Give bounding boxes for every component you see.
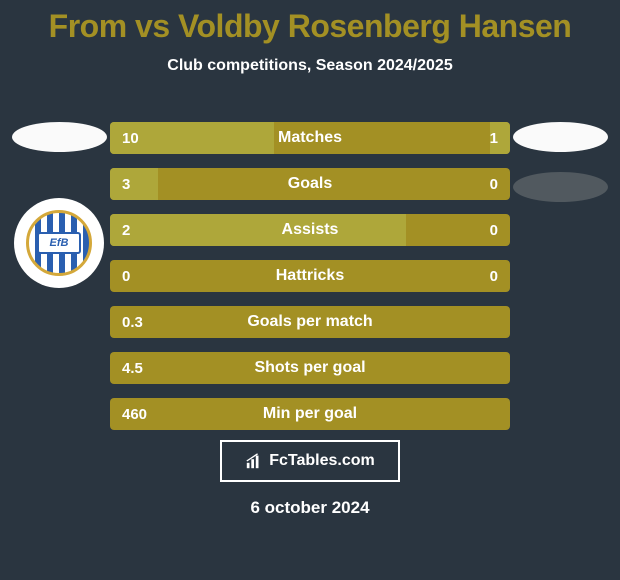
chart-icon [245, 452, 263, 470]
stat-row: 4.5Shots per goal [110, 352, 510, 384]
stat-row: 0Hattricks0 [110, 260, 510, 292]
stat-row: 0.3Goals per match [110, 306, 510, 338]
page-title: From vs Voldby Rosenberg Hansen [0, 0, 620, 45]
footer-date: 6 october 2024 [0, 498, 620, 518]
stat-row: 460Min per goal [110, 398, 510, 430]
player-badge-left [12, 122, 107, 152]
stat-row: 3Goals0 [110, 168, 510, 200]
stat-value-right: 0 [490, 260, 498, 292]
player-badge-right-2 [513, 172, 608, 202]
stat-value-right: 1 [490, 122, 498, 154]
footer-site: FcTables.com [269, 452, 375, 470]
stat-label: Min per goal [110, 398, 510, 430]
stat-label: Shots per goal [110, 352, 510, 384]
footer-logo: FcTables.com [220, 440, 400, 482]
stats-bars: 10Matches13Goals02Assists00Hattricks00.3… [110, 122, 510, 444]
stat-label: Goals per match [110, 306, 510, 338]
club-badge-stripes: EfB [26, 210, 92, 276]
stat-value-right: 0 [490, 214, 498, 246]
club-badge: EfB [14, 198, 104, 288]
page-subtitle: Club competitions, Season 2024/2025 [0, 57, 620, 75]
stat-value-right: 0 [490, 168, 498, 200]
stat-label: Hattricks [110, 260, 510, 292]
stat-label: Assists [110, 214, 510, 246]
player-badge-right-1 [513, 122, 608, 152]
club-badge-text: EfB [37, 232, 81, 254]
stat-row: 2Assists0 [110, 214, 510, 246]
stat-label: Goals [110, 168, 510, 200]
stat-row: 10Matches1 [110, 122, 510, 154]
stat-label: Matches [110, 122, 510, 154]
